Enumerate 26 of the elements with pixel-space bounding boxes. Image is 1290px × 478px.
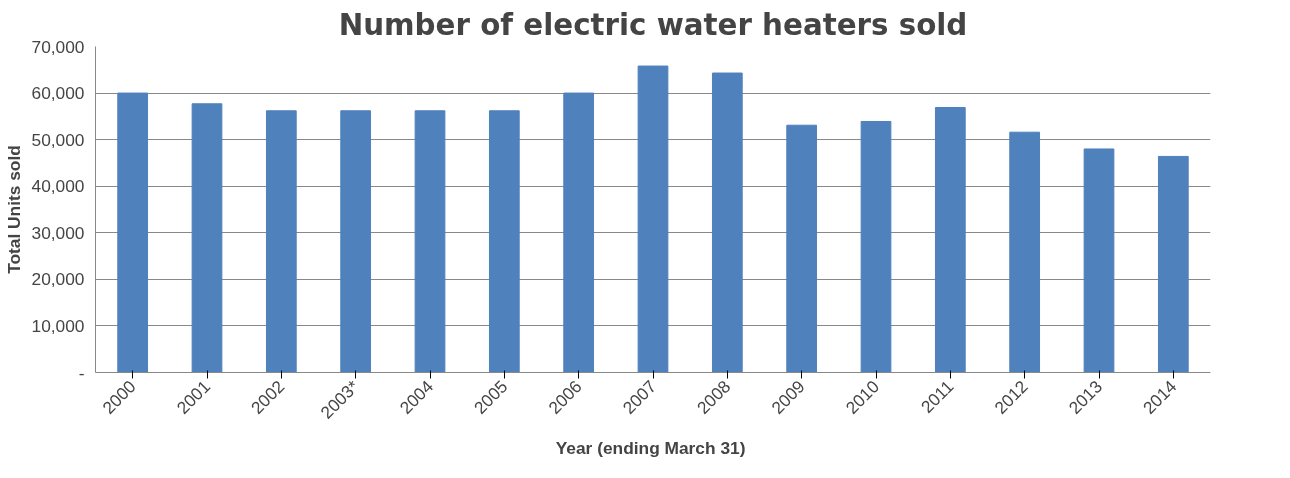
y-tick-label: 50,000 — [31, 129, 85, 150]
bar — [414, 110, 446, 373]
x-axis-title: Year (ending March 31) — [555, 437, 746, 458]
y-tick-label: 30,000 — [31, 222, 85, 243]
bar — [1009, 131, 1041, 373]
bar — [563, 92, 595, 373]
bar — [1157, 155, 1189, 373]
bar — [488, 110, 520, 373]
y-axis-title: Total Units sold — [3, 145, 24, 274]
bar — [786, 124, 818, 373]
bar — [1083, 148, 1115, 373]
bar — [265, 110, 297, 373]
bar — [934, 107, 966, 373]
y-tick-label: 60,000 — [31, 83, 85, 104]
bar — [117, 92, 149, 373]
bar — [191, 103, 223, 373]
bar — [637, 65, 669, 373]
bar — [860, 120, 892, 373]
bar — [340, 110, 372, 373]
y-tick-label: 40,000 — [31, 176, 85, 197]
chart-title: Number of electric water heaters sold — [338, 7, 968, 42]
y-tick-label: 70,000 — [31, 36, 85, 57]
y-tick-label: - — [78, 362, 85, 383]
y-tick-label: 10,000 — [31, 315, 85, 336]
y-tick-label: 20,000 — [31, 269, 85, 290]
bar — [711, 72, 743, 373]
